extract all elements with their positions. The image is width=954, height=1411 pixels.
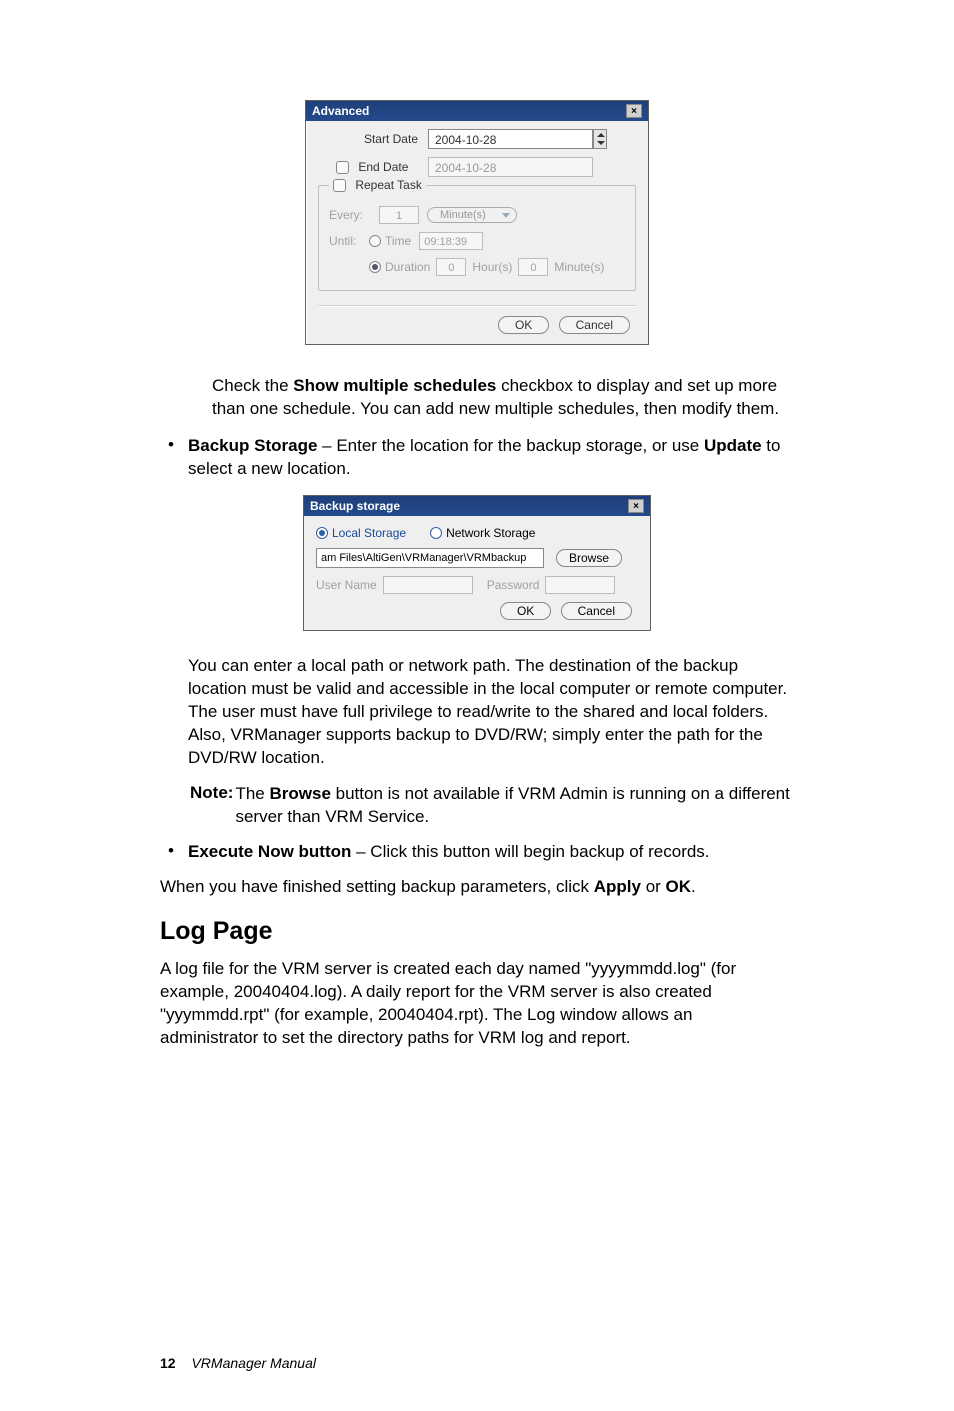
repeat-task-label: Repeat Task <box>355 178 422 192</box>
username-label: User Name <box>316 578 377 592</box>
local-storage-radio[interactable] <box>316 527 328 539</box>
until-time-radio <box>369 235 381 247</box>
backup-cancel-button[interactable]: Cancel <box>561 602 632 620</box>
password-input <box>545 576 615 594</box>
advanced-titlebar: Advanced × <box>306 101 648 121</box>
network-storage-radio[interactable] <box>430 527 442 539</box>
backup-title: Backup storage <box>310 499 400 513</box>
advanced-dialog: Advanced × Start Date 2004-10-28 End Dat… <box>305 100 649 345</box>
bullet-dot: • <box>160 841 188 864</box>
backup-titlebar: Backup storage × <box>304 496 650 516</box>
paragraph-finish: When you have finished setting backup pa… <box>160 876 794 899</box>
password-label: Password <box>487 578 540 592</box>
duration-minutes: 0 <box>518 258 548 276</box>
paragraph-path: You can enter a local path or network pa… <box>188 655 794 770</box>
hours-unit: Hour(s) <box>472 260 512 274</box>
advanced-title: Advanced <box>312 104 369 118</box>
every-unit-dropdown: Minute(s) <box>427 207 517 223</box>
duration-label: Duration <box>385 260 430 274</box>
footer-title: VRManager Manual <box>191 1355 316 1371</box>
start-date-label: Start Date <box>318 132 428 146</box>
end-date-input: 2004-10-28 <box>428 157 593 177</box>
note-label: Note: <box>190 783 233 829</box>
backup-ok-button[interactable]: OK <box>500 602 551 620</box>
local-storage-label: Local Storage <box>332 526 406 540</box>
duration-hours: 0 <box>436 258 466 276</box>
close-icon[interactable]: × <box>626 104 642 118</box>
start-date-spinner[interactable] <box>593 129 607 149</box>
backup-path-input[interactable]: am Files\AltiGen\VRManager\VRMbackup <box>316 548 544 568</box>
close-icon[interactable]: × <box>628 499 644 513</box>
every-label: Every: <box>329 208 379 222</box>
minutes-unit: Minute(s) <box>554 260 604 274</box>
username-input <box>383 576 473 594</box>
bullet-dot: • <box>160 435 188 481</box>
repeat-task-checkbox[interactable] <box>333 179 346 192</box>
repeat-task-fieldset: Repeat Task Every: 1 Minute(s) Until: Ti… <box>318 185 636 291</box>
note-content: The Browse button is not available if VR… <box>235 783 794 829</box>
paragraph-schedules: Check the Show multiple schedules checkb… <box>212 375 794 421</box>
duration-radio <box>369 261 381 273</box>
cancel-button[interactable]: Cancel <box>559 316 630 334</box>
every-value: 1 <box>379 206 419 224</box>
browse-button[interactable]: Browse <box>556 549 622 567</box>
until-label: Until: <box>329 234 369 248</box>
page-footer: 12 VRManager Manual <box>160 1355 316 1371</box>
page-number: 12 <box>160 1355 176 1371</box>
time-value: 09:18:39 <box>419 232 483 250</box>
start-date-input[interactable]: 2004-10-28 <box>428 129 593 149</box>
end-date-checkbox[interactable] <box>336 161 349 174</box>
bullet-execute-now: Execute Now button – Click this button w… <box>188 841 794 864</box>
ok-button[interactable]: OK <box>498 316 549 334</box>
bullet-backup-storage: Backup Storage – Enter the location for … <box>188 435 794 481</box>
network-storage-label: Network Storage <box>446 526 535 540</box>
time-label: Time <box>385 234 411 248</box>
section-heading: Log Page <box>160 917 794 946</box>
end-date-label: End Date <box>358 160 408 174</box>
paragraph-log: A log file for the VRM server is created… <box>160 958 794 1050</box>
chevron-down-icon <box>502 213 510 218</box>
backup-storage-dialog: Backup storage × Local Storage Network S… <box>303 495 651 631</box>
